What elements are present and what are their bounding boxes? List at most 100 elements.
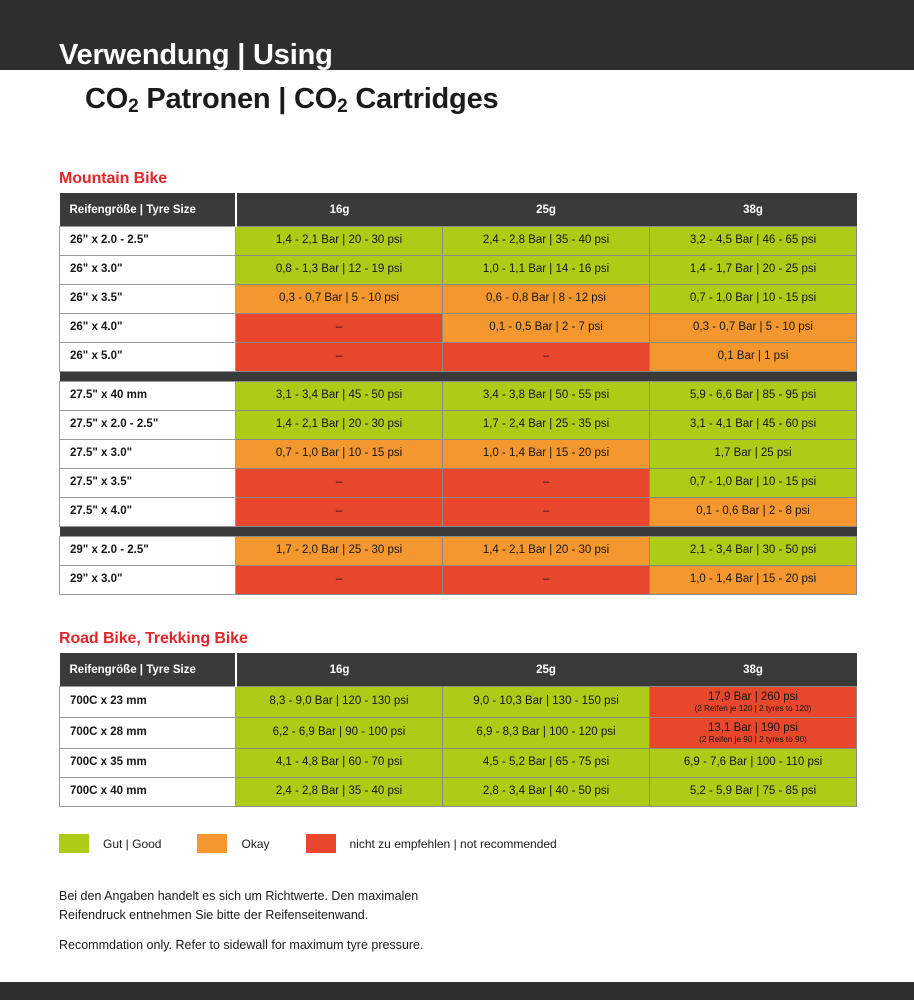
header-band xyxy=(0,0,914,70)
pressure-value-main: 6,9 - 7,6 Bar | 100 - 110 psi xyxy=(683,756,823,769)
pressure-value-main: 4,5 - 5,2 Bar | 65 - 75 psi xyxy=(482,756,610,769)
title-co2-en-subscript: 2 xyxy=(337,96,348,117)
cell-pressure-value: 1,7 - 2,4 Bar | 25 - 35 psi xyxy=(442,410,650,440)
cell-pressure-value: 0,3 - 0,7 Bar | 5 - 10 psi xyxy=(235,284,443,314)
table-row: 700C x 35 mm 4,1 - 4,8 Bar | 60 - 70 psi 4… xyxy=(59,748,857,778)
pressure-value-main: 8,3 - 9,0 Bar | 120 - 130 psi xyxy=(269,695,409,708)
pressure-value-main: 2,4 - 2,8 Bar | 35 - 40 psi xyxy=(275,785,403,798)
cell-pressure-value: 4,1 - 4,8 Bar | 60 - 70 psi xyxy=(235,748,443,778)
legend: Gut | Good Okay nicht zu empfehlen | not r… xyxy=(59,834,593,853)
cell-pressure-value: 0,8 - 1,3 Bar | 12 - 19 psi xyxy=(235,255,443,285)
section-divider-bar xyxy=(59,526,857,537)
cell-pressure-value: 1,7 Bar | 25 psi xyxy=(649,439,857,469)
pressure-value-main: 9,0 - 10,3 Bar | 130 - 150 psi xyxy=(473,695,619,708)
cell-pressure-value: 9,0 - 10,3 Bar | 130 - 150 psi xyxy=(442,686,650,718)
pressure-value-main: 0,1 Bar | 1 psi xyxy=(717,350,789,363)
pressure-value-main: 0,1 - 0,6 Bar | 2 - 8 psi xyxy=(696,505,810,518)
table-row: 27.5" x 3.5" – – 0,7 - 1,0 Bar | 10 - 15 ps… xyxy=(59,468,857,498)
cell-pressure-value: 5,2 - 5,9 Bar | 75 - 85 psi xyxy=(649,777,857,807)
legend-item: Gut | Good xyxy=(59,834,161,853)
cell-pressure-value: 2,1 - 3,4 Bar | 30 - 50 psi xyxy=(649,536,857,566)
pressure-value-main: 0,3 - 0,7 Bar | 5 - 10 psi xyxy=(693,321,813,334)
cell-tyre-size: 27.5" x 4.0" xyxy=(59,497,236,527)
cell-pressure-value: 1,0 - 1,4 Bar | 15 - 20 psi xyxy=(649,565,857,595)
pressure-value-main: – xyxy=(335,350,343,363)
cell-tyre-size: 26" x 2.0 - 2.5" xyxy=(59,226,236,256)
cell-pressure-value: 1,4 - 2,1 Bar | 20 - 30 psi xyxy=(235,226,443,256)
footnote-german: Bei den Angaben handelt es sich um Richt… xyxy=(59,889,419,922)
cell-pressure-value: – xyxy=(235,497,443,527)
cell-pressure-value: 1,0 - 1,4 Bar | 15 - 20 psi xyxy=(442,439,650,469)
page-title: Verwendung | Using CO2 Patronen | CO2 Ca… xyxy=(59,38,859,117)
cell-tyre-size: 26" x 3.0" xyxy=(59,255,236,285)
cell-pressure-value: 17,9 Bar | 260 psi (2 Reifen je 120 | 2 t… xyxy=(649,686,857,718)
column-header-tyre-size: Reifengröße | Tyre Size xyxy=(59,653,237,687)
footnote-english: Recommdation only. Refer to sidewall for… xyxy=(59,938,424,952)
cell-pressure-value: 1,7 - 2,0 Bar | 25 - 30 psi xyxy=(235,536,443,566)
cell-pressure-value: – xyxy=(235,313,443,343)
cell-pressure-value: 5,9 - 6,6 Bar | 85 - 95 psi xyxy=(649,381,857,411)
column-header-38g: 38g xyxy=(649,193,857,227)
table-row: 27.5" x 3.0" 0,7 - 1,0 Bar | 10 - 15 psi 1… xyxy=(59,439,857,469)
pressure-value-main: – xyxy=(335,476,343,489)
pressure-value-main: 6,2 - 6,9 Bar | 90 - 100 psi xyxy=(272,726,406,739)
pressure-value-main: – xyxy=(542,505,550,518)
pressure-value-main: 5,2 - 5,9 Bar | 75 - 85 psi xyxy=(689,785,817,798)
pressure-value-main: 2,1 - 3,4 Bar | 30 - 50 psi xyxy=(689,544,817,557)
column-header-25g: 25g xyxy=(442,193,650,227)
pressure-value-main: 17,9 Bar | 260 psi xyxy=(708,690,798,703)
cell-tyre-size: 29" x 3.0" xyxy=(59,565,236,595)
title-co2-de-subscript: 2 xyxy=(128,96,139,117)
cell-pressure-value: 0,1 Bar | 1 psi xyxy=(649,342,857,372)
cell-pressure-value: 13,1 Bar | 190 psi (2 Reifen je 90 | 2 ty… xyxy=(649,717,857,749)
cell-tyre-size: 700C x 28 mm xyxy=(59,717,236,749)
table-row: 26" x 3.0" 0,8 - 1,3 Bar | 12 - 19 psi 1,0… xyxy=(59,255,857,285)
column-header-16g: 16g xyxy=(235,653,443,687)
table-row: 700C x 40 mm 2,4 - 2,8 Bar | 35 - 40 psi 2… xyxy=(59,777,857,807)
cell-pressure-value: 3,2 - 4,5 Bar | 46 - 65 psi xyxy=(649,226,857,256)
footer-band xyxy=(0,982,914,1000)
pressure-value-main: 0,8 - 1,3 Bar | 12 - 19 psi xyxy=(275,263,403,276)
cell-pressure-value: 0,7 - 1,0 Bar | 10 - 15 psi xyxy=(235,439,443,469)
cell-tyre-size: 700C x 40 mm xyxy=(59,777,236,807)
pressure-value-main: 1,4 - 2,1 Bar | 20 - 30 psi xyxy=(275,234,403,247)
section-heading-road-bike: Road Bike, Trekking Bike xyxy=(59,630,248,647)
pressure-table-road-bike: Reifengröße | Tyre Size 16g 25g 38g 700C… xyxy=(59,653,857,807)
pressure-value-main: – xyxy=(335,573,343,586)
cell-pressure-value: 2,4 - 2,8 Bar | 35 - 40 psi xyxy=(235,777,443,807)
pressure-value-main: 1,4 - 2,1 Bar | 20 - 30 psi xyxy=(482,544,610,557)
page-title-line-1: Verwendung | Using xyxy=(59,39,333,71)
cell-pressure-value: – xyxy=(442,565,650,595)
cell-tyre-size: 26" x 3.5" xyxy=(59,284,236,314)
pressure-value-main: – xyxy=(335,321,343,334)
legend-item: Okay xyxy=(197,834,270,853)
cell-pressure-value: – xyxy=(235,342,443,372)
pressure-value-main: 1,4 - 2,1 Bar | 20 - 30 psi xyxy=(275,418,403,431)
pressure-value-main: 3,2 - 4,5 Bar | 46 - 65 psi xyxy=(689,234,817,247)
table-row: 27.5" x 4.0" – – 0,1 - 0,6 Bar | 2 - 8 psi xyxy=(59,497,857,527)
table-row: 29" x 3.0" – – 1,0 - 1,4 Bar | 15 - 20 psi xyxy=(59,565,857,595)
title-middle-text: Patronen | CO xyxy=(138,83,338,115)
pressure-value-main: 1,0 - 1,4 Bar | 15 - 20 psi xyxy=(689,573,817,586)
cell-pressure-value: – xyxy=(235,565,443,595)
cell-tyre-size: 700C x 23 mm xyxy=(59,686,236,718)
legend-item: nicht zu empfehlen | not recommended xyxy=(305,834,557,853)
table-row: 27.5" x 2.0 - 2.5" 1,4 - 2,1 Bar | 20 - 3… xyxy=(59,410,857,440)
cell-pressure-value: 0,1 - 0,6 Bar | 2 - 8 psi xyxy=(649,497,857,527)
table-row: 27.5" x 40 mm 3,1 - 3,4 Bar | 45 - 50 psi… xyxy=(59,381,857,411)
cell-tyre-size: 26" x 5.0" xyxy=(59,342,236,372)
pressure-table-mountain-bike: Reifengröße | Tyre Size 16g 25g 38g 26" … xyxy=(59,193,857,595)
cell-pressure-value: 8,3 - 9,0 Bar | 120 - 130 psi xyxy=(235,686,443,718)
pressure-value-main: 13,1 Bar | 190 psi xyxy=(708,721,798,734)
cell-pressure-value: 1,4 - 2,1 Bar | 20 - 30 psi xyxy=(442,536,650,566)
legend-swatch-okay xyxy=(197,834,228,853)
pressure-value-main: 2,4 - 2,8 Bar | 35 - 40 psi xyxy=(482,234,610,247)
pressure-value-main: 1,7 Bar | 25 psi xyxy=(714,447,792,460)
cell-pressure-value: 0,3 - 0,7 Bar | 5 - 10 psi xyxy=(649,313,857,343)
pressure-value-main: 1,4 - 1,7 Bar | 20 - 25 psi xyxy=(689,263,817,276)
table-row: 29" x 2.0 - 2.5" 1,7 - 2,0 Bar | 25 - 30 … xyxy=(59,536,857,566)
page-title-line-2: CO2 Patronen | CO2 Cartridges xyxy=(85,82,499,120)
cell-tyre-size: 27.5" x 3.5" xyxy=(59,468,236,498)
cell-pressure-value: – xyxy=(442,468,650,498)
column-header-25g: 25g xyxy=(442,653,650,687)
